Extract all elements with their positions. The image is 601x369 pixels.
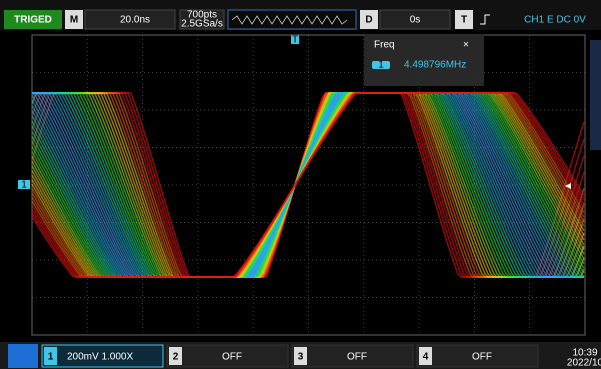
memory-overview [228,10,356,29]
measurement-channel: 1 [378,60,384,71]
channel-number: 2 [173,352,179,363]
channel-setting: OFF [347,352,367,363]
channel-number: 1 [48,352,54,363]
measurement-title: Freq [374,40,395,51]
channel-setting: OFF [222,352,242,363]
timebase: 20.0ns [120,15,150,26]
delay-label: D [365,15,372,26]
clock-date: 2022/10 [567,358,601,369]
channel-number: 3 [298,352,304,363]
channel-number: 4 [423,352,429,363]
trigger-marker-label: T [292,35,298,46]
trigger-info: CH1 E DC 0V [524,15,586,26]
status: TRIGED [14,15,52,26]
home-button[interactable] [8,344,38,368]
measurement-close[interactable]: × [463,40,469,51]
channel-setting: 200mV 1.000X [67,352,133,363]
channel-1-marker-label: 1 [21,180,27,191]
channel-setting: OFF [472,352,492,363]
delay: 0s [410,15,421,26]
timebase-label: M [70,15,78,26]
oscilloscope-screen: TRIGED M 20.0ns 700pts 2.5GSa/s D 0s T C… [0,0,601,369]
trigger-label: T [461,15,467,26]
side-menu-tab[interactable] [590,40,601,150]
sample-rate: 2.5GSa/s [181,19,223,30]
measurement-value: 4.498796MHz [404,60,466,71]
